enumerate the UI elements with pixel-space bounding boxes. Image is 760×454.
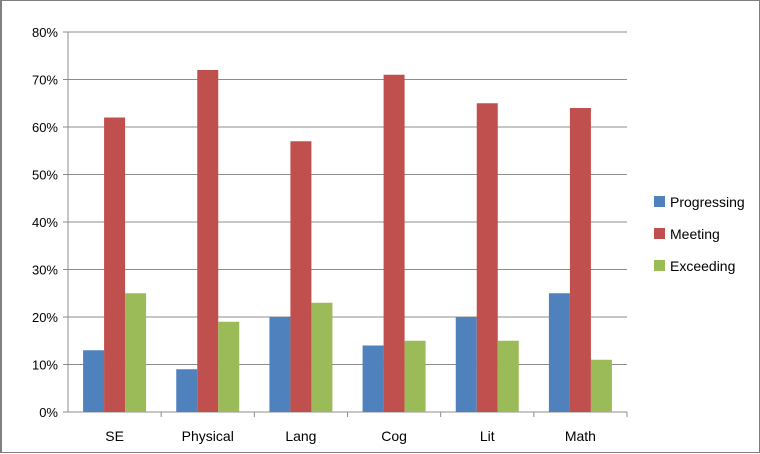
legend-swatch-exceeding bbox=[654, 260, 665, 271]
legend-swatch-progressing bbox=[654, 196, 665, 207]
bar-progressing-math bbox=[548, 293, 570, 412]
y-tick-label: 0% bbox=[39, 405, 58, 420]
bar-meeting-se bbox=[104, 117, 126, 412]
y-tick-label: 40% bbox=[32, 215, 58, 230]
y-tick-label: 70% bbox=[32, 73, 58, 88]
x-category-label: Cog bbox=[381, 428, 407, 444]
x-category-label: Physical bbox=[182, 428, 234, 444]
legend-label-meeting: Meeting bbox=[670, 226, 720, 242]
y-tick-label: 30% bbox=[32, 263, 58, 278]
bar-meeting-math bbox=[569, 108, 591, 412]
bar-meeting-lit bbox=[476, 103, 498, 412]
bar-exceeding-cog bbox=[404, 340, 426, 412]
y-tick-label: 20% bbox=[32, 310, 58, 325]
bar-meeting-lang bbox=[290, 141, 312, 412]
x-category-label: SE bbox=[105, 428, 124, 444]
bar-progressing-lit bbox=[455, 317, 477, 412]
bar-progressing-se bbox=[83, 350, 105, 412]
y-tick-label: 50% bbox=[32, 168, 58, 183]
bar-exceeding-lang bbox=[311, 302, 333, 412]
y-tick-label: 80% bbox=[32, 25, 58, 40]
bar-meeting-physical bbox=[197, 70, 219, 412]
bar-exceeding-lit bbox=[497, 340, 519, 412]
y-tick-label: 10% bbox=[32, 358, 58, 373]
legend-label-progressing: Progressing bbox=[670, 194, 745, 210]
bar-progressing-physical bbox=[176, 369, 198, 412]
bar-progressing-cog bbox=[362, 345, 384, 412]
bar-progressing-lang bbox=[269, 317, 291, 412]
bar-exceeding-physical bbox=[218, 321, 240, 412]
bar-meeting-cog bbox=[383, 74, 405, 412]
legend-swatch-meeting bbox=[654, 228, 665, 239]
y-tick-label: 60% bbox=[32, 120, 58, 135]
x-category-label: Lit bbox=[480, 428, 495, 444]
x-category-label: Math bbox=[565, 428, 596, 444]
x-category-label: Lang bbox=[285, 428, 316, 444]
legend-label-exceeding: Exceeding bbox=[670, 258, 735, 274]
bar-exceeding-se bbox=[125, 293, 147, 412]
bar-exceeding-math bbox=[590, 359, 612, 412]
